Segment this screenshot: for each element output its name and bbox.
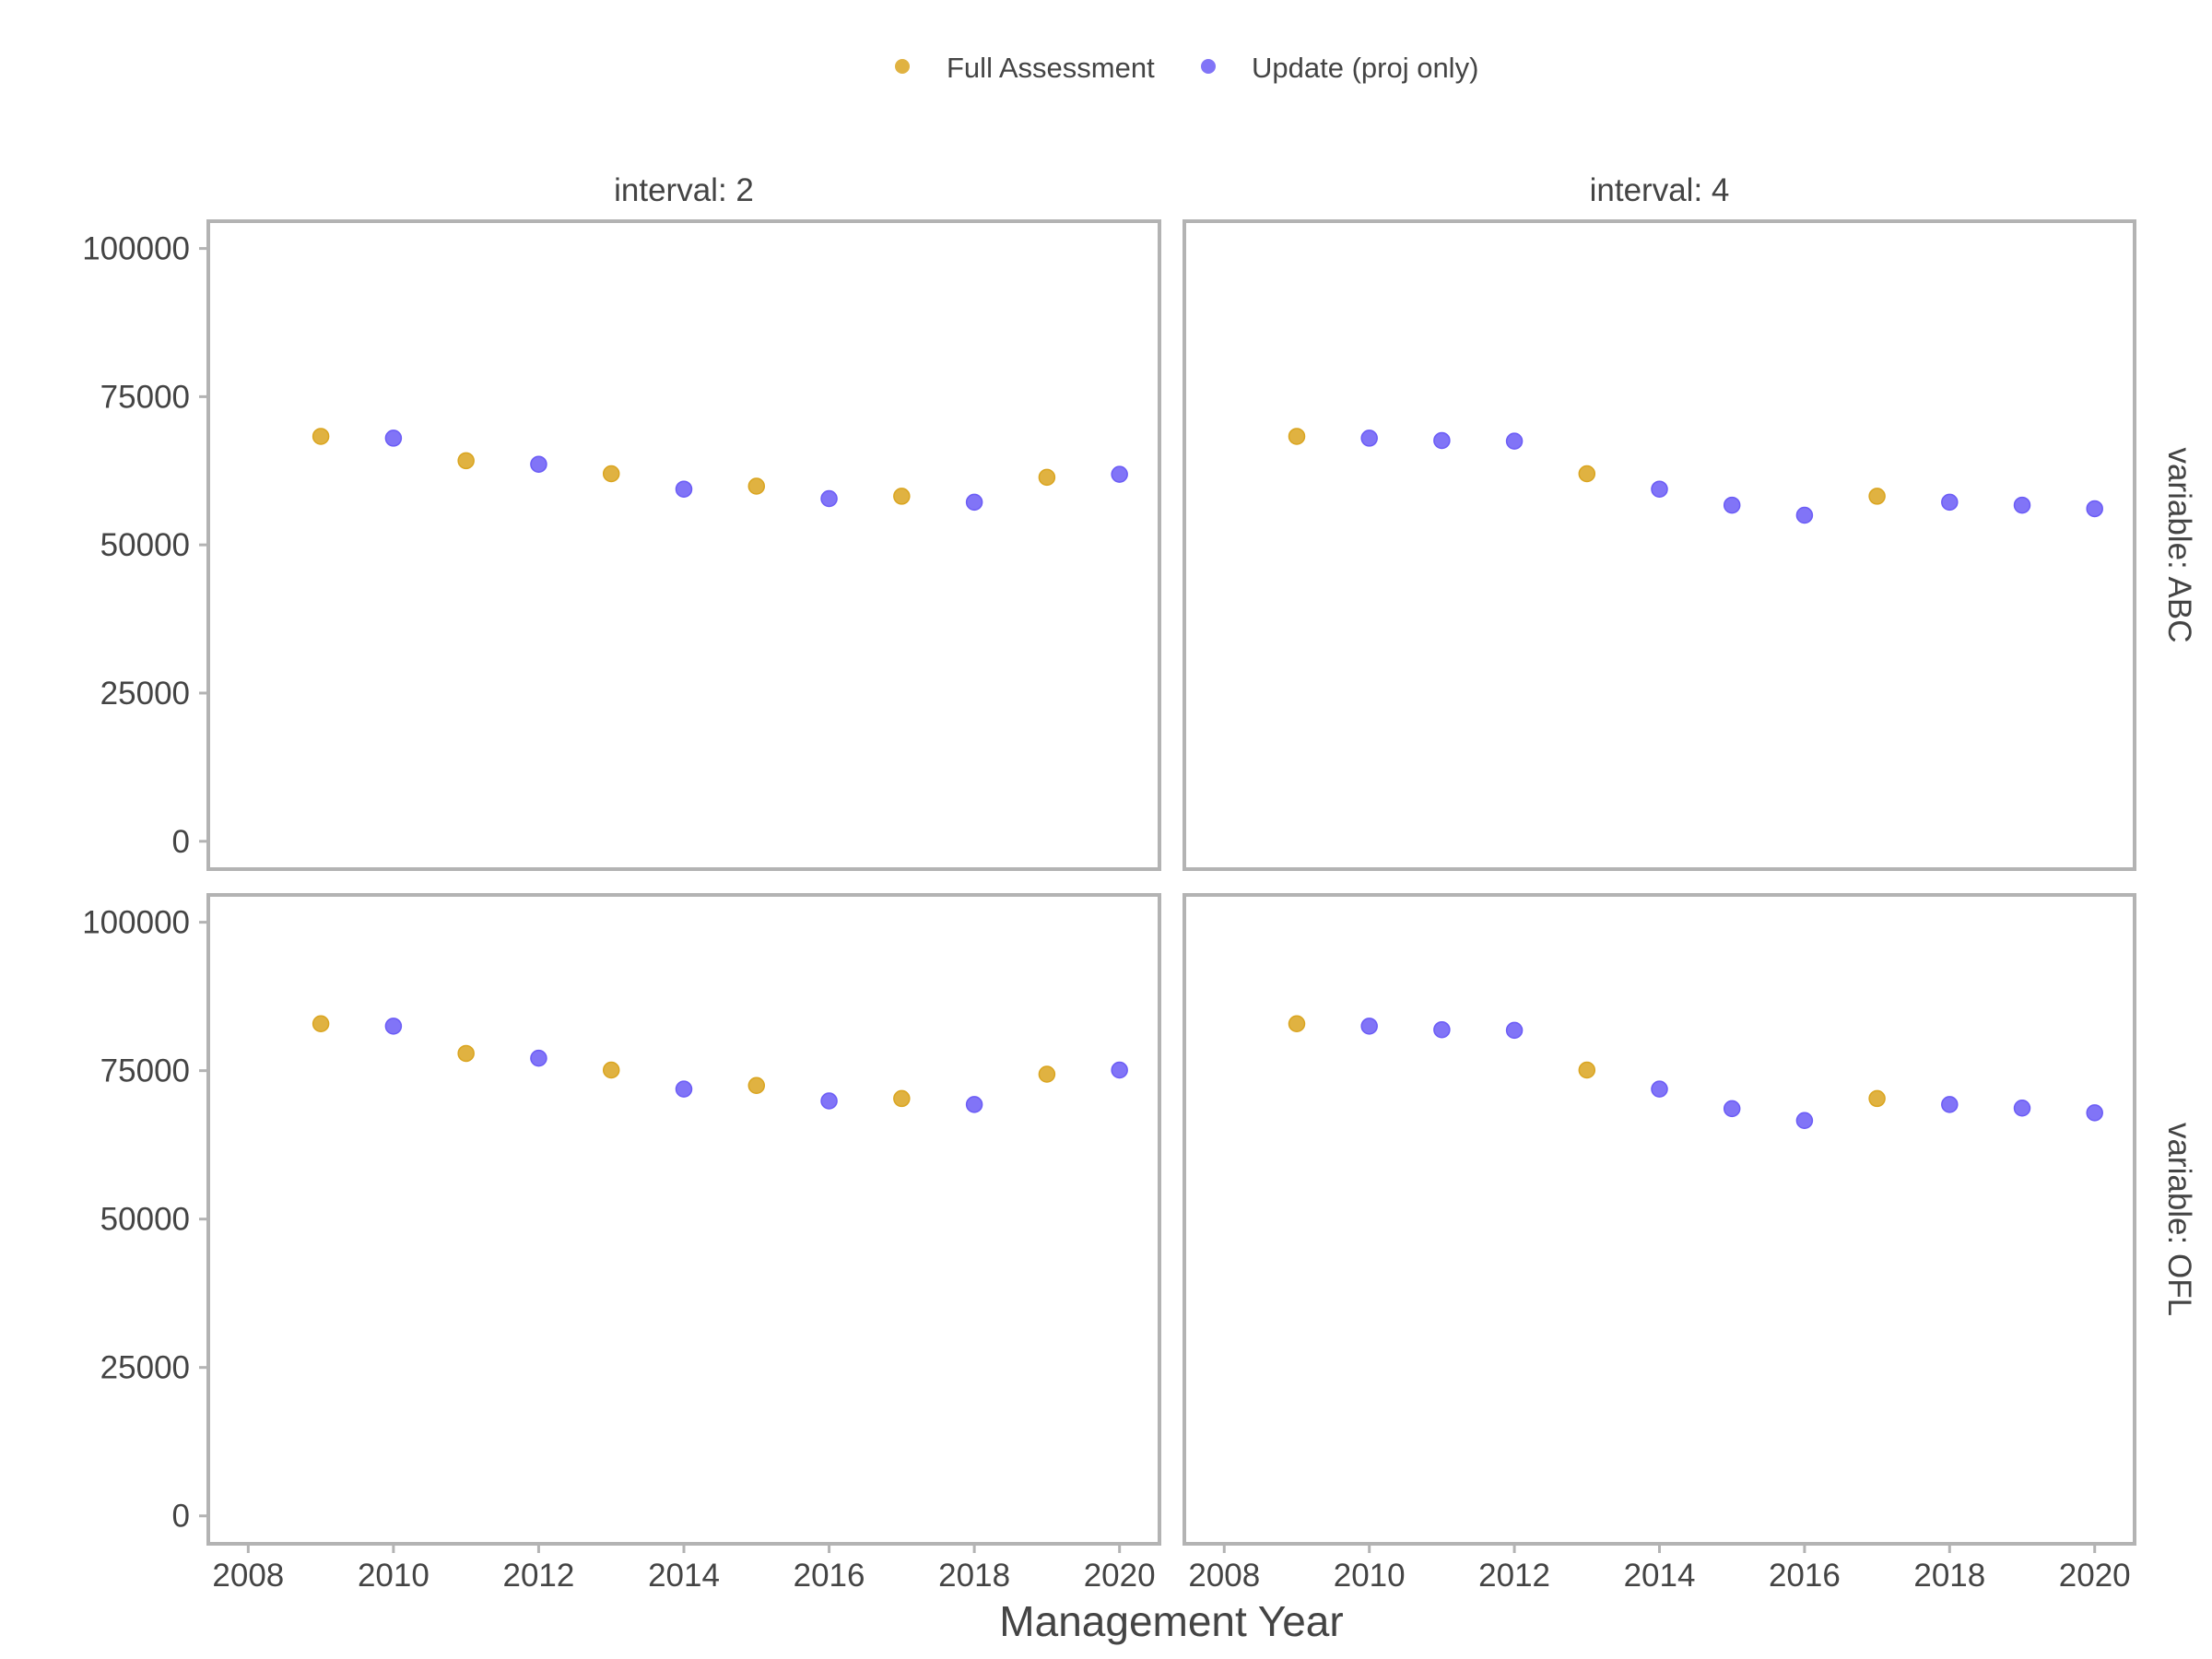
point-update-proj-only-2014 <box>1651 480 1668 498</box>
y-tick-label: 25000 <box>100 676 190 712</box>
point-update-proj-only-2020 <box>2086 500 2103 518</box>
x-tick-label: 2014 <box>648 1558 720 1594</box>
point-update-proj-only-2014 <box>1651 1080 1668 1098</box>
point-update-proj-only-2020 <box>1111 465 1128 483</box>
point-full-assessment-2009 <box>312 428 330 445</box>
point-update-proj-only-2018 <box>1941 493 1959 512</box>
point-update-proj-only-2012 <box>530 1049 547 1067</box>
point-full-assessment-2009 <box>312 1015 330 1033</box>
y-tick-label: 0 <box>172 1499 190 1535</box>
x-tick-label: 2012 <box>503 1558 575 1594</box>
point-update-proj-only-2020 <box>2086 1104 2103 1122</box>
point-full-assessment-2017 <box>1868 488 1886 505</box>
facet-column-label: interval: 2 <box>614 172 754 208</box>
point-full-assessment-2009 <box>1288 428 1306 445</box>
y-tick-label: 75000 <box>100 379 190 415</box>
legend-item-update-proj-only: Update (proj only) <box>1201 52 1478 84</box>
facet-row-label: variable: OFL <box>2161 1123 2197 1316</box>
x-tick-label: 2014 <box>1624 1558 1696 1594</box>
y-tick-label: 100000 <box>82 231 190 267</box>
legend-label: Full Assessment <box>947 52 1155 84</box>
panel-border <box>206 893 1161 1546</box>
x-tick-label: 2016 <box>1769 1558 1841 1594</box>
x-axis-title: Management Year <box>999 1597 1343 1645</box>
legend-marker <box>895 59 910 74</box>
point-update-proj-only-2010 <box>1360 429 1378 447</box>
point-update-proj-only-2018 <box>965 493 983 512</box>
legend-item-full-assessment: Full Assessment <box>895 52 1155 84</box>
y-tick-label: 0 <box>172 824 190 860</box>
y-tick-label: 50000 <box>100 1202 190 1238</box>
point-full-assessment-2019 <box>1038 468 1056 487</box>
point-full-assessment-2013 <box>1578 465 1596 483</box>
x-tick-label: 2010 <box>358 1558 429 1594</box>
point-full-assessment-2017 <box>1868 1089 1886 1108</box>
legend-label: Update (proj only) <box>1252 52 1478 84</box>
point-full-assessment-2011 <box>457 1044 475 1063</box>
x-tick-label: 2020 <box>1084 1558 1156 1594</box>
y-tick-label: 75000 <box>100 1053 190 1089</box>
point-update-proj-only-2012 <box>530 455 547 473</box>
point-update-proj-only-2012 <box>1505 432 1524 450</box>
point-update-proj-only-2019 <box>2013 496 2031 514</box>
point-update-proj-only-2019 <box>2013 1099 2031 1117</box>
axis-labels: Management Year <box>999 1597 1343 1645</box>
panel-interval-4-variable-abc <box>1182 219 2136 871</box>
point-update-proj-only-2011 <box>1433 1020 1451 1039</box>
point-full-assessment-2015 <box>747 477 766 495</box>
point-full-assessment-2019 <box>1038 1065 1056 1083</box>
point-full-assessment-2013 <box>602 465 620 483</box>
point-update-proj-only-2018 <box>1941 1096 1959 1113</box>
panel-border <box>1182 219 2136 871</box>
point-update-proj-only-2016 <box>820 1092 838 1110</box>
legend-marker <box>1201 59 1216 74</box>
y-tick-label: 100000 <box>82 905 190 941</box>
facet-panels: interval: 2 interval: 4 variable: ABC varia… <box>82 172 2197 1594</box>
panel-border <box>206 219 1161 871</box>
facet-row-label: variable: ABC <box>2161 447 2197 642</box>
x-tick-label: 2018 <box>1913 1558 1985 1594</box>
point-update-proj-only-2010 <box>384 1018 403 1035</box>
panel-interval-2-variable-abc: 0 25000 50000 75000 100000 <box>82 219 1161 871</box>
point-update-proj-only-2010 <box>384 429 403 447</box>
point-update-proj-only-2010 <box>1360 1018 1378 1035</box>
point-full-assessment-2013 <box>602 1061 620 1079</box>
point-update-proj-only-2018 <box>965 1096 983 1113</box>
panel-interval-4-variable-ofl: 2008 2010 2012 2014 2016 2018 2020 <box>1182 893 2136 1594</box>
point-full-assessment-2017 <box>893 488 911 505</box>
x-tick-label: 2008 <box>212 1558 284 1594</box>
point-update-proj-only-2015 <box>1723 496 1741 514</box>
y-tick-label: 25000 <box>100 1350 190 1386</box>
point-update-proj-only-2011 <box>1433 431 1451 450</box>
point-full-assessment-2009 <box>1288 1015 1306 1033</box>
point-update-proj-only-2014 <box>675 1080 693 1098</box>
point-update-proj-only-2014 <box>675 480 693 498</box>
point-update-proj-only-2016 <box>1795 1112 1814 1130</box>
panel-interval-2-variable-ofl: 0 25000 50000 75000 100000 2008 2010 2012 2014 20… <box>82 893 1161 1594</box>
point-update-proj-only-2015 <box>1723 1100 1741 1118</box>
point-full-assessment-2013 <box>1578 1061 1596 1079</box>
x-tick-label: 2012 <box>1478 1558 1550 1594</box>
point-update-proj-only-2016 <box>820 489 838 508</box>
x-tick-label: 2016 <box>794 1558 865 1594</box>
point-update-proj-only-2012 <box>1505 1021 1524 1040</box>
point-full-assessment-2017 <box>893 1089 911 1108</box>
panel-border <box>1182 893 2136 1546</box>
y-tick-label: 50000 <box>100 527 190 563</box>
x-tick-label: 2018 <box>938 1558 1010 1594</box>
x-tick-label: 2020 <box>2059 1558 2131 1594</box>
x-tick-label: 2010 <box>1334 1558 1406 1594</box>
point-full-assessment-2015 <box>747 1077 766 1095</box>
facet-column-label: interval: 4 <box>1590 172 1730 208</box>
point-update-proj-only-2020 <box>1111 1061 1128 1079</box>
point-full-assessment-2011 <box>457 452 475 470</box>
point-update-proj-only-2016 <box>1795 506 1814 524</box>
x-tick-label: 2008 <box>1188 1558 1260 1594</box>
legend: Full Assessment Update (proj only) <box>895 52 1478 84</box>
